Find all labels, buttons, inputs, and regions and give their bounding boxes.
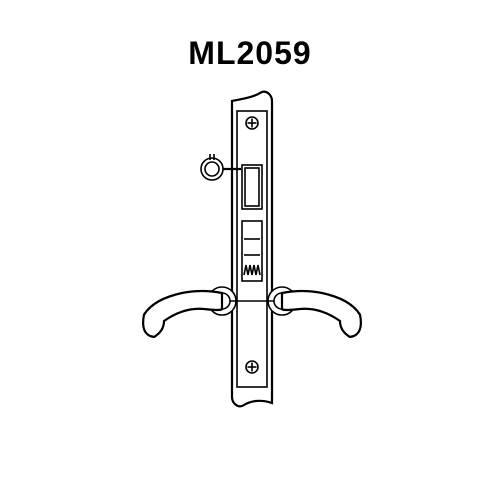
- lockset-svg: [120, 85, 380, 425]
- model-number-label: ML2059: [188, 35, 311, 72]
- product-figure: ML2059: [0, 0, 500, 500]
- lockset-diagram: [120, 85, 380, 425]
